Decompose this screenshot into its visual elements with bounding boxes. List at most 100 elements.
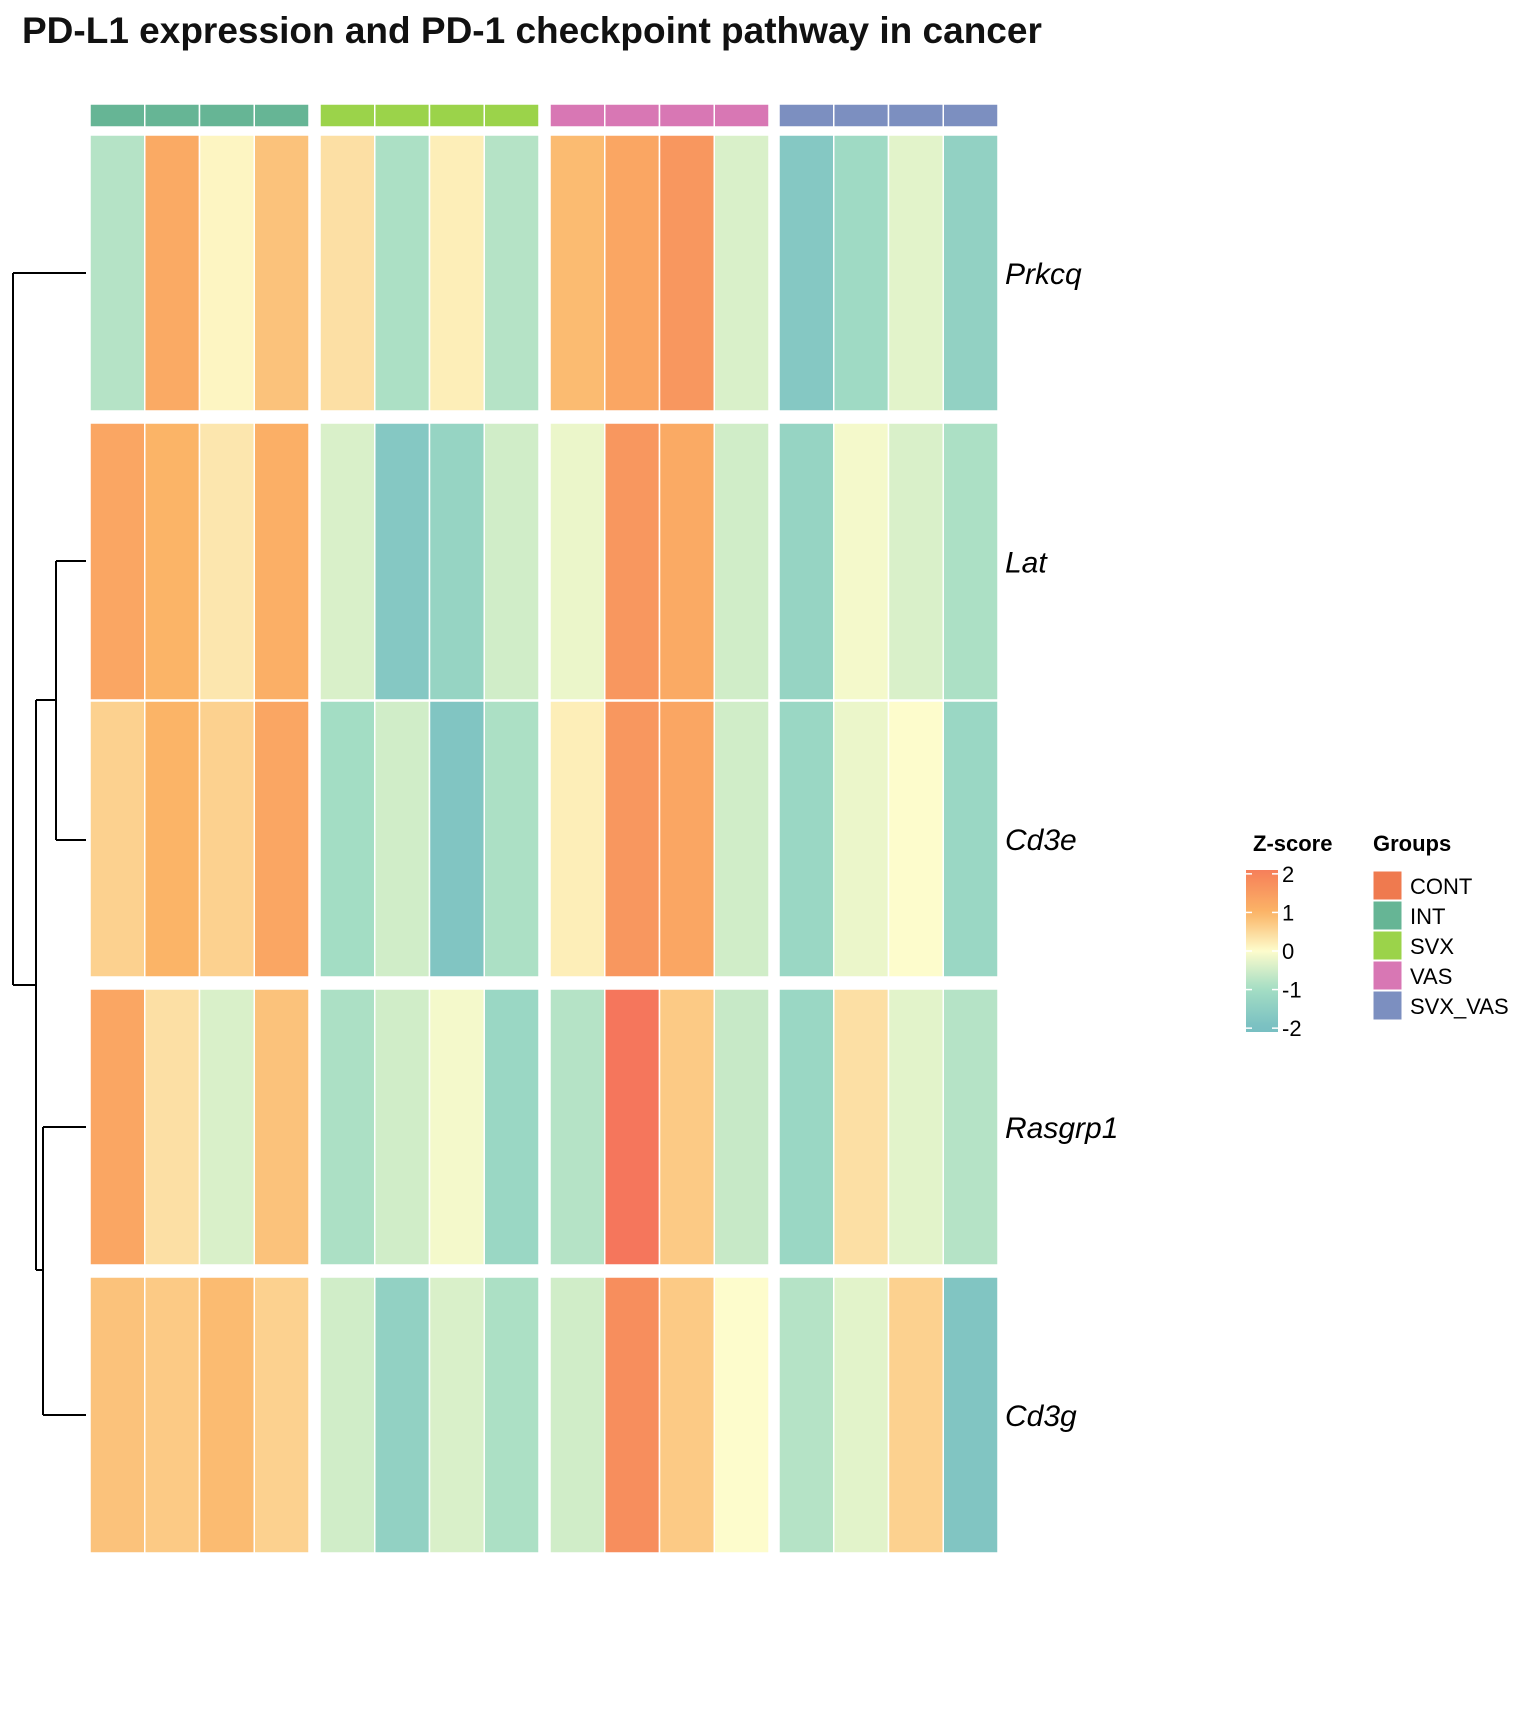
heatmap-cell (604, 700, 661, 978)
annotation-cell-int (253, 103, 310, 128)
annotation-cell-svx_vas (887, 103, 944, 128)
heatmap-cell (253, 700, 310, 978)
heatmap-cell (428, 988, 485, 1266)
legend-label: CONT (1410, 874, 1472, 899)
heatmap-cell (374, 988, 431, 1266)
colorbar-tick-label: 1 (1282, 900, 1294, 925)
annotation-cell-int (144, 103, 201, 128)
legend-swatch-cont (1372, 870, 1403, 901)
column-annotation-bar (89, 103, 999, 128)
heatmap-cell (144, 700, 201, 978)
heatmap-cell (319, 700, 376, 978)
heatmap-cell (319, 422, 376, 701)
colorbar-tick-label: -2 (1282, 1016, 1302, 1041)
heatmap-cell (658, 134, 715, 412)
heatmap-cell (374, 134, 431, 412)
heatmap-cell (833, 1276, 890, 1554)
heatmap-cell (89, 1276, 146, 1554)
annotation-cell-vas (713, 103, 770, 128)
row-label: Lat (1005, 547, 1048, 580)
colorbar-title: Z-score (1253, 831, 1332, 856)
row-labels: Prkcq Lat Cd3e Rasgrp1 Cd3g (1005, 258, 1118, 1433)
heatmap-cells (89, 134, 999, 1554)
heatmap-cell (549, 700, 606, 978)
heatmap-cell (942, 134, 999, 412)
heatmap-cell (483, 1276, 540, 1554)
heatmap-cell (833, 988, 890, 1266)
heatmap-cell (253, 988, 310, 1266)
heatmap-cell (198, 700, 255, 978)
heatmap-cell (549, 422, 606, 701)
heatmap-cell (887, 134, 944, 412)
chart-title: PD-L1 expression and PD-1 checkpoint pat… (22, 10, 1042, 51)
legend-swatch-vas (1372, 960, 1403, 991)
heatmap-cell (604, 134, 661, 412)
heatmap-cell (713, 988, 770, 1266)
row-label: Cd3e (1005, 824, 1077, 857)
colorbar-tick-label: 0 (1282, 939, 1294, 964)
heatmap-cell (778, 700, 835, 978)
heatmap-cell (604, 988, 661, 1266)
legend-swatch-int (1372, 900, 1403, 931)
heatmap-cell (198, 134, 255, 412)
heatmap-cell (713, 1276, 770, 1554)
heatmap-cell (89, 988, 146, 1266)
heatmap-cell (374, 1276, 431, 1554)
groups-legend-title: Groups (1373, 831, 1451, 856)
legend-label: SVX (1410, 934, 1454, 959)
annotation-cell-vas (658, 103, 715, 128)
heatmap-cell (887, 1276, 944, 1554)
heatmap-cell (942, 988, 999, 1266)
heatmap-cell (253, 134, 310, 412)
heatmap-cell (89, 134, 146, 412)
heatmap-cell (778, 988, 835, 1266)
heatmap-cell (483, 988, 540, 1266)
heatmap-cell (887, 988, 944, 1266)
legend-label: SVX_VAS (1410, 994, 1509, 1019)
colorbar-tick-label: 2 (1282, 862, 1294, 887)
heatmap-cell (549, 988, 606, 1266)
annotation-cell-svx_vas (942, 103, 999, 128)
heatmap-cell (428, 700, 485, 978)
legend-swatch-svx_vas (1372, 990, 1403, 1021)
heatmap-cell (549, 134, 606, 412)
heatmap-cell (253, 422, 310, 701)
heatmap-cell (144, 422, 201, 701)
row-label: Cd3g (1005, 1400, 1077, 1433)
heatmap-cell (942, 422, 999, 701)
annotation-cell-svx_vas (833, 103, 890, 128)
heatmap-cell (428, 1276, 485, 1554)
heatmap-cell (198, 1276, 255, 1554)
annotation-cell-svx_vas (778, 103, 835, 128)
heatmap-cell (604, 1276, 661, 1554)
heatmap-cell (144, 134, 201, 412)
annotation-cell-svx (428, 103, 485, 128)
heatmap-cell (658, 1276, 715, 1554)
annotation-cell-svx (319, 103, 376, 128)
heatmap-cell (778, 134, 835, 412)
heatmap-cell (658, 422, 715, 701)
heatmap-cell (374, 422, 431, 701)
legend-label: VAS (1410, 964, 1452, 989)
heatmap-cell (319, 988, 376, 1266)
legend-label: INT (1410, 904, 1445, 929)
heatmap-cell (778, 1276, 835, 1554)
heatmap-cell (89, 422, 146, 701)
heatmap-cell (833, 422, 890, 701)
heatmap-cell (778, 422, 835, 701)
heatmap-cell (144, 1276, 201, 1554)
annotation-cell-vas (549, 103, 606, 128)
heatmap-cell (713, 422, 770, 701)
heatmap-cell (89, 700, 146, 978)
colorbar-tick-label: -1 (1282, 978, 1302, 1003)
annotation-cell-int (89, 103, 146, 128)
heatmap-cell (483, 422, 540, 701)
heatmap-cell (428, 422, 485, 701)
heatmap-cell (483, 134, 540, 412)
heatmap-cell (887, 422, 944, 701)
heatmap-cell (658, 700, 715, 978)
heatmap-cell (198, 422, 255, 701)
heatmap-cell (319, 134, 376, 412)
heatmap-cell (319, 1276, 376, 1554)
